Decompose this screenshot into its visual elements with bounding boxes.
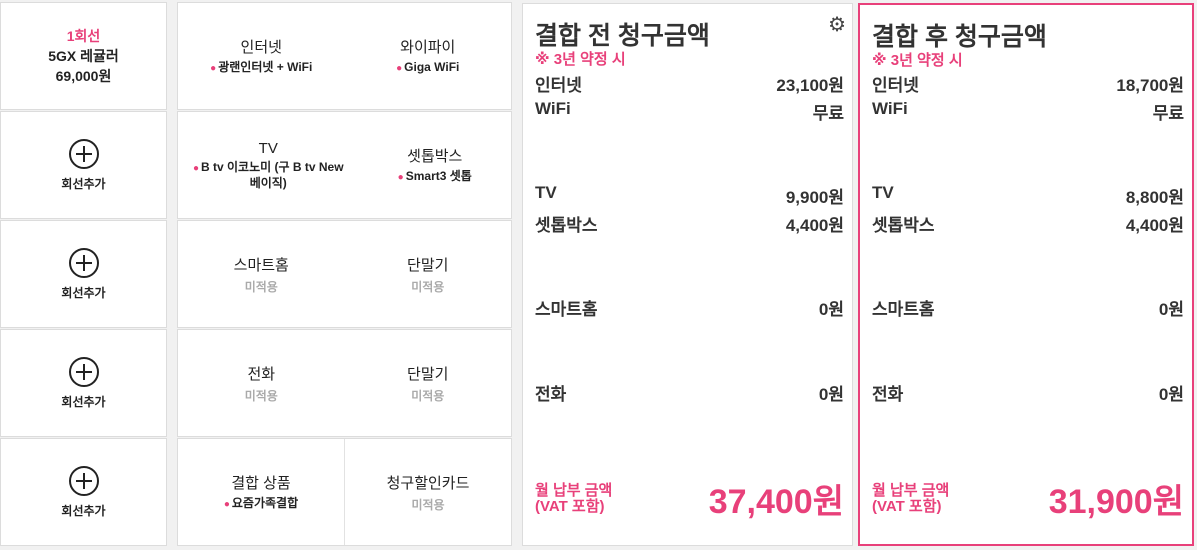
total-amount: 31,900원 — [1048, 483, 1184, 521]
product-title: 전화 — [247, 365, 276, 383]
line-price: 69,000원 — [55, 68, 112, 84]
add-line-button[interactable]: 회선추가 — [0, 329, 167, 437]
product-tv[interactable]: TV ● B tv 이코노미 (구 B tv New 베이직) — [192, 139, 344, 190]
add-line-button[interactable]: 회선추가 — [0, 438, 167, 546]
plus-circle-icon — [68, 465, 99, 496]
product-wifi[interactable]: 와이파이 ● Giga WiFi — [345, 3, 512, 109]
bill-row-tv: TV 9,900원 — [535, 183, 844, 207]
product-internet[interactable]: 인터넷 ● 광랜인터넷 + WiFi — [178, 3, 345, 109]
add-line-label: 회선추가 — [61, 176, 106, 191]
bill-row-internet: 인터넷 23,100원 — [535, 76, 844, 95]
bill-row-smarthome: 스마트홈 0원 — [535, 300, 844, 319]
add-line-label: 회선추가 — [61, 503, 106, 518]
bill-row-phone: 전화 0원 — [872, 385, 1184, 404]
panel-title: 결합 후 청구금액 — [872, 23, 1047, 51]
panel-subtitle: ※ 3년 약정 시 — [535, 51, 626, 68]
product-value: 요즘가족결합 — [231, 496, 299, 510]
add-line-label: 회선추가 — [61, 394, 106, 409]
bill-row-tv: TV 8,800원 — [872, 183, 1184, 207]
line-1[interactable]: 1회선 5GX 레귤러 69,000원 — [0, 2, 167, 110]
bill-row-settop: 셋톱박스 4,400원 — [535, 216, 844, 235]
add-line-label: 회선추가 — [61, 285, 106, 300]
panel-title: 결합 전 청구금액 — [535, 22, 710, 50]
bill-row-wifi: WiFi 무료 — [535, 99, 844, 123]
product-settop[interactable]: 셋톱박스 ● Smart3 셋톱 — [359, 112, 512, 218]
product-value: B tv 이코노미 (구 B tv New 베이직) — [201, 159, 344, 190]
product-value: 미적용 — [244, 388, 278, 403]
product-title: 와이파이 — [400, 39, 456, 56]
product-value: 미적용 — [411, 388, 445, 403]
product-title: 단말기 — [407, 256, 449, 274]
monthly-total: 월 납부 금액 (VAT 포함) 37,400원 — [535, 474, 844, 523]
product-title: 스마트홈 — [233, 256, 289, 274]
bill-row-internet: 인터넷 18,700원 — [872, 76, 1184, 95]
product-value: 미적용 — [411, 279, 445, 294]
bill-row-settop: 셋톱박스 4,400원 — [872, 216, 1184, 235]
bill-row-wifi: WiFi 무료 — [872, 99, 1184, 123]
line-plan: 5GX 레귤러 — [48, 48, 119, 64]
after-bundle-panel: 결합 후 청구금액 ※ 3년 약정 시 인터넷 18,700원 WiFi 무료 TV… — [858, 3, 1194, 546]
product-title: 청구할인카드 — [386, 474, 470, 492]
plus-circle-icon — [68, 247, 99, 278]
line-label: 1회선 — [66, 28, 101, 44]
product-value: 광랜인터넷 + WiFi — [218, 60, 313, 74]
before-bundle-panel: 결합 전 청구금액 ⚙ ※ 3년 약정 시 인터넷 23,100원 WiFi 무료 … — [522, 3, 853, 546]
product-value: Smart3 셋톱 — [405, 169, 472, 183]
product-value: 미적용 — [411, 497, 445, 512]
add-line-button[interactable]: 회선추가 — [0, 220, 167, 328]
product-value: Giga WiFi — [404, 60, 460, 74]
panel-subtitle: ※ 3년 약정 시 — [872, 52, 963, 69]
product-bundle[interactable]: 결합 상품 ● 요즘가족결합 — [178, 439, 345, 545]
product-title: 단말기 — [407, 365, 449, 383]
product-title: TV — [258, 139, 278, 157]
monthly-total: 월 납부 금액 (VAT 포함) 31,900원 — [872, 474, 1184, 523]
gear-icon[interactable]: ⚙ — [828, 14, 846, 36]
bill-row-phone: 전화 0원 — [535, 385, 844, 404]
bill-row-smarthome: 스마트홈 0원 — [872, 300, 1184, 319]
product-value: 미적용 — [244, 279, 278, 294]
add-line-button[interactable]: 회선추가 — [0, 111, 167, 219]
plus-circle-icon — [68, 356, 99, 387]
product-title: 셋톱박스 — [407, 148, 463, 165]
product-title: 결합 상품 — [231, 475, 291, 492]
plus-circle-icon — [68, 138, 99, 169]
product-title: 인터넷 — [240, 39, 282, 56]
total-amount: 37,400원 — [708, 483, 844, 521]
